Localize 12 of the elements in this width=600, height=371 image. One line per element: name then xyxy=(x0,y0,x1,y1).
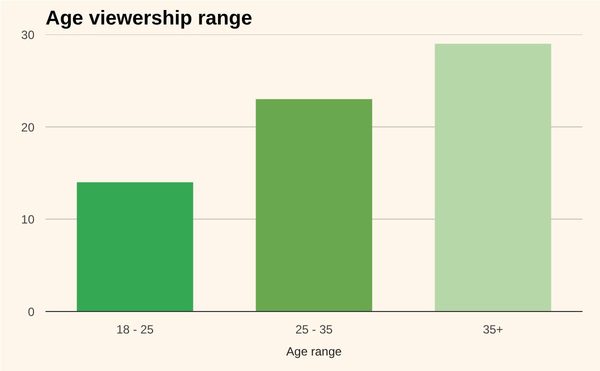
x-tick-label: 35+ xyxy=(482,322,504,336)
bar xyxy=(256,99,372,312)
y-tick-label: 20 xyxy=(21,120,35,134)
x-axis-title: Age range xyxy=(286,344,342,358)
y-tick-label: 10 xyxy=(21,212,35,227)
chart-title: Age viewership range xyxy=(46,8,252,30)
bar xyxy=(76,182,194,312)
x-tick-label: 25 - 35 xyxy=(295,322,334,336)
y-tick-label: 0 xyxy=(28,305,35,319)
bar xyxy=(434,44,552,312)
y-tick-label: 30 xyxy=(21,28,35,42)
x-tick-label: 18 - 25 xyxy=(116,322,154,336)
